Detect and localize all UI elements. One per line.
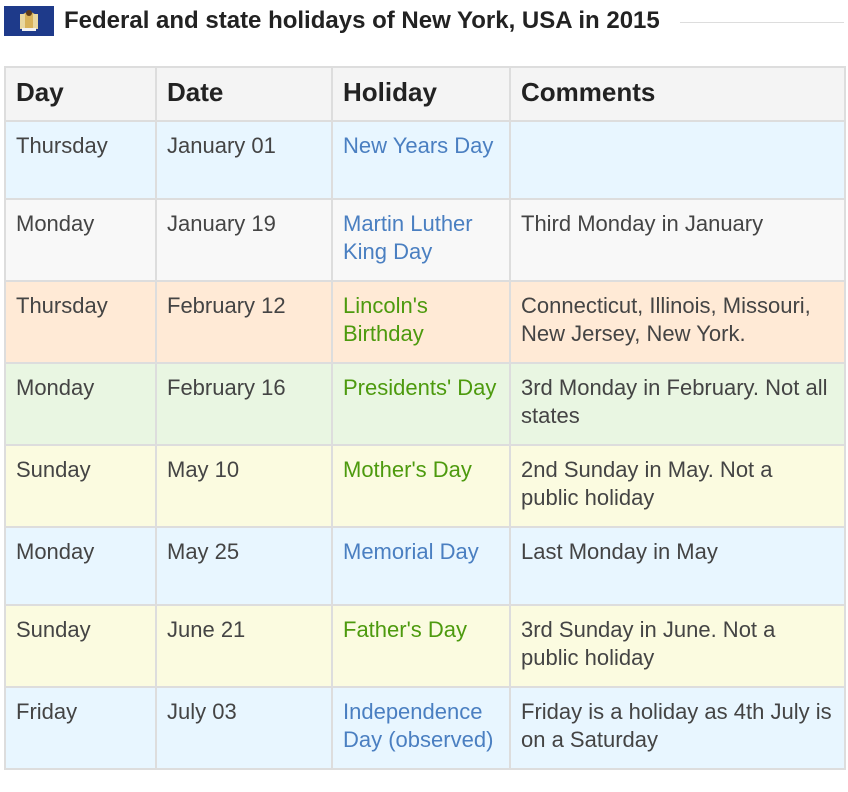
- page-title: Federal and state holidays of New York, …: [64, 7, 660, 34]
- date-cell: July 03: [155, 686, 333, 770]
- holiday-cell: Independence Day (observed): [331, 686, 511, 770]
- holiday-link[interactable]: Presidents' Day: [343, 375, 497, 400]
- heading-divider: [679, 21, 844, 23]
- comment-cell: Friday is a holiday as 4th July is on a …: [509, 686, 846, 770]
- comment-cell: 2nd Sunday in May. Not a public holiday: [509, 444, 846, 528]
- holiday-link[interactable]: Lincoln's Birthday: [343, 293, 428, 346]
- holiday-cell: Father's Day: [331, 604, 511, 688]
- holidays-table: Day Date Holiday Comments Thursday Januar…: [4, 66, 846, 770]
- holiday-cell: Memorial Day: [331, 526, 511, 606]
- date-cell: February 16: [155, 362, 333, 446]
- date-cell: January 19: [155, 198, 333, 282]
- column-header-date: Date: [155, 66, 333, 122]
- holiday-cell: Lincoln's Birthday: [331, 280, 511, 364]
- table-row: Monday May 25 Memorial Day Last Monday in M…: [4, 526, 846, 606]
- comment-cell: Connecticut, Illinois, Missouri, New Jer…: [509, 280, 846, 364]
- holiday-cell: Martin Luther King Day: [331, 198, 511, 282]
- new-york-state-flag-icon: [4, 6, 54, 36]
- date-cell: May 25: [155, 526, 333, 606]
- day-cell: Monday: [4, 198, 157, 282]
- day-cell: Thursday: [4, 120, 157, 200]
- column-header-comments: Comments: [509, 66, 846, 122]
- comment-cell: Last Monday in May: [509, 526, 846, 606]
- day-cell: Friday: [4, 686, 157, 770]
- comment-cell: [509, 120, 846, 200]
- column-header-holiday: Holiday: [331, 66, 511, 122]
- table-row: Sunday June 21 Father's Day 3rd Sunday in J…: [4, 604, 846, 688]
- day-cell: Monday: [4, 362, 157, 446]
- holiday-link[interactable]: Mother's Day: [343, 457, 472, 482]
- holiday-link[interactable]: Independence Day (observed): [343, 699, 494, 752]
- holiday-link[interactable]: Martin Luther King Day: [343, 211, 473, 264]
- page-heading: Federal and state holidays of New York, …: [4, 4, 844, 38]
- date-cell: January 01: [155, 120, 333, 200]
- holiday-cell: Presidents' Day: [331, 362, 511, 446]
- table-body: Thursday January 01 New Years Day Monday Jan…: [4, 120, 846, 770]
- day-cell: Sunday: [4, 604, 157, 688]
- date-cell: February 12: [155, 280, 333, 364]
- table-row: Friday July 03 Independence Day (observed)…: [4, 686, 846, 770]
- day-cell: Monday: [4, 526, 157, 606]
- date-cell: May 10: [155, 444, 333, 528]
- table-row: Monday January 19 Martin Luther King Day Th…: [4, 198, 846, 282]
- table-row: Monday February 16 Presidents' Day 3rd Mond…: [4, 362, 846, 446]
- holiday-link[interactable]: Memorial Day: [343, 539, 479, 564]
- table-row: Thursday February 12 Lincoln's Birthday Con…: [4, 280, 846, 364]
- comment-cell: 3rd Monday in February. Not all states: [509, 362, 846, 446]
- table-row: Sunday May 10 Mother's Day 2nd Sunday in Ma…: [4, 444, 846, 528]
- holiday-link[interactable]: Father's Day: [343, 617, 468, 642]
- table-row: Thursday January 01 New Years Day: [4, 120, 846, 200]
- column-header-day: Day: [4, 66, 157, 122]
- comment-cell: 3rd Sunday in June. Not a public holiday: [509, 604, 846, 688]
- holiday-cell: Mother's Day: [331, 444, 511, 528]
- date-cell: June 21: [155, 604, 333, 688]
- comment-cell: Third Monday in January: [509, 198, 846, 282]
- day-cell: Thursday: [4, 280, 157, 364]
- day-cell: Sunday: [4, 444, 157, 528]
- holiday-cell: New Years Day: [331, 120, 511, 200]
- table-header-row: Day Date Holiday Comments: [4, 66, 846, 122]
- holiday-link[interactable]: New Years Day: [343, 133, 494, 158]
